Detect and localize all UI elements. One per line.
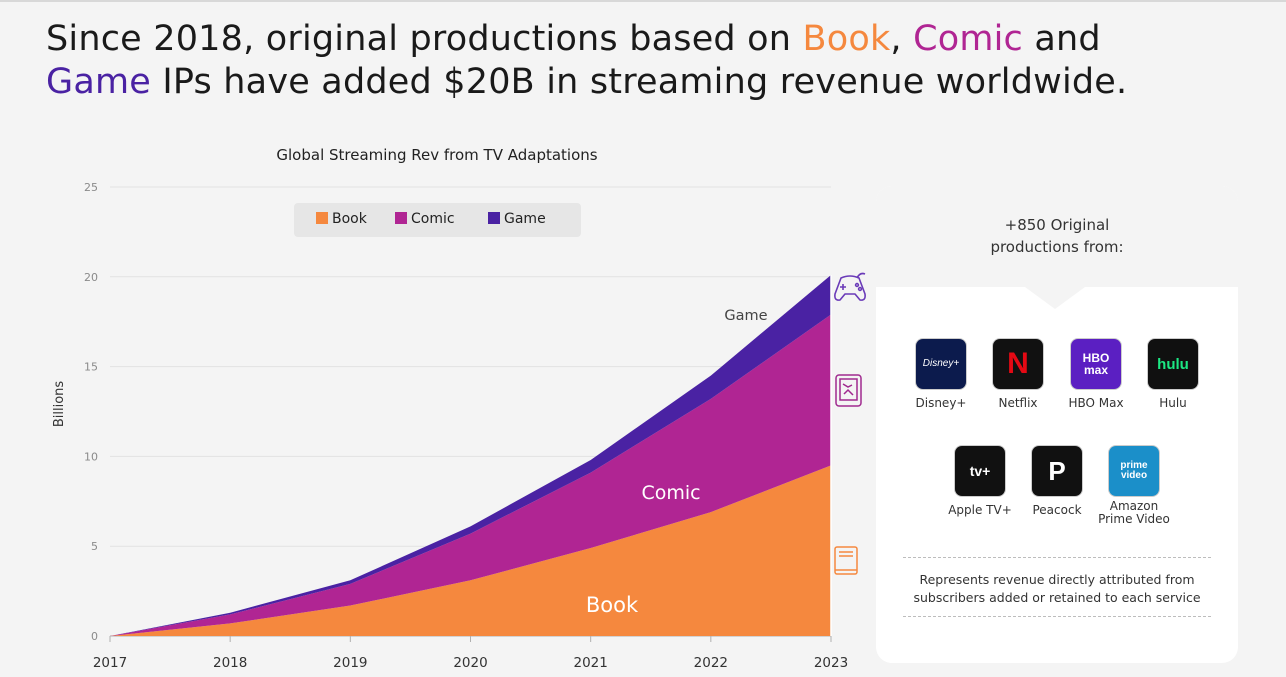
y-tick-label: 25 (84, 181, 98, 194)
book-lines (835, 551, 857, 571)
legend-label-book: Book (332, 211, 368, 227)
gamepad-body (834, 275, 866, 301)
service-name: Netflix (998, 396, 1038, 410)
y-tick-label: 20 (84, 271, 98, 284)
hulu-logo-icon: hulu (1148, 339, 1198, 389)
legend-box (294, 203, 581, 237)
legend-label-game: Game (504, 211, 546, 227)
disney-plus-logo-icon: Disney+ (916, 339, 966, 389)
area-label-comic: Comic (641, 482, 700, 504)
page-headline: Since 2018, original productions based o… (46, 18, 1266, 104)
headline-text-2: , (890, 19, 914, 59)
area-comic (110, 314, 831, 636)
gamepad-button (854, 282, 860, 288)
stacked-area-chart: Global Streaming Rev from TV Adaptations… (52, 146, 866, 671)
gamepad-cable (856, 272, 866, 279)
comic-panel-lines (842, 383, 854, 396)
card-footnote-line-1: Represents revenue directly attributed f… (919, 572, 1195, 587)
services-card: +850 Original productions from: Disney+ D… (876, 186, 1238, 663)
service-name-line-2: Prime Video (1098, 512, 1170, 526)
legend-swatch-comic (395, 212, 407, 224)
legend-label-comic: Comic (411, 211, 455, 227)
book-cover (834, 546, 858, 575)
netflix-logo-icon: N (993, 339, 1043, 389)
card-divider-bottom (903, 616, 1211, 617)
y-axis-title: Billions (52, 381, 67, 428)
y-tick-label: 5 (91, 540, 98, 553)
peacock-logo-icon: P (1032, 446, 1082, 496)
headline-book: Book (802, 19, 891, 59)
x-tick-label: 2020 (453, 655, 487, 671)
service-hbo-max: HBO max HBO Max (1051, 339, 1141, 410)
x-tick-label: 2019 (333, 655, 367, 671)
headline-text-3: and (1023, 19, 1101, 59)
tablet-screen (839, 378, 858, 401)
service-peacock: P Peacock (1012, 446, 1102, 517)
service-name: Amazon Prime Video (1089, 500, 1179, 526)
card-title-line-1: +850 Original (1004, 216, 1110, 234)
x-tick-label: 2022 (694, 655, 728, 671)
chart-title: Global Streaming Rev from TV Adaptations (276, 146, 597, 164)
service-disney-plus: Disney+ Disney+ (896, 339, 986, 410)
card-header (876, 186, 1238, 287)
headline-text-1: Since 2018, original productions based o… (46, 19, 803, 59)
top-divider (0, 0, 1286, 2)
card-divider-top (903, 557, 1211, 558)
headline-comic: Comic (913, 19, 1023, 59)
service-apple-tv: tv+ Apple TV+ (935, 446, 1025, 517)
card-header-pointer (1025, 287, 1085, 309)
service-name-line-1: Amazon (1109, 499, 1159, 513)
area-label-game: Game (724, 308, 767, 324)
service-hulu: hulu Hulu (1128, 339, 1218, 410)
prime-video-logo-icon: prime video (1109, 446, 1159, 496)
area-label-book: Book (586, 593, 639, 617)
y-tick-label: 0 (91, 630, 98, 643)
x-tick-label: 2023 (814, 655, 848, 671)
x-tick-label: 2018 (213, 655, 247, 671)
service-name: Peacock (1032, 503, 1082, 517)
apple-tv-logo-icon: tv+ (955, 446, 1005, 496)
legend-swatch-game (488, 212, 500, 224)
y-tick-label: 10 (84, 450, 98, 463)
service-prime-video: prime video Amazon Prime Video (1089, 446, 1179, 526)
chart-legend: Book Comic Game (294, 203, 581, 237)
card-title-line-2: productions from: (990, 238, 1124, 256)
y-tick-label: 15 (84, 361, 98, 374)
x-tick-label: 2021 (573, 655, 607, 671)
x-tick-label: 2017 (93, 655, 127, 671)
gamepad-icon (834, 272, 866, 301)
tablet-frame (835, 374, 862, 407)
legend-swatch-book (316, 212, 328, 224)
service-name: Apple TV+ (948, 503, 1012, 517)
service-name: Hulu (1159, 396, 1187, 410)
card-title: +850 Original productions from: (876, 214, 1238, 258)
service-netflix: N Netflix (973, 339, 1063, 410)
tablet-comic-icon (835, 374, 862, 407)
headline-text-4: IPs have added $20B in streaming revenue… (151, 62, 1128, 102)
card-footnote-line-2: subscribers added or retained to each se… (913, 590, 1201, 605)
gamepad-button (857, 286, 863, 292)
headline-game: Game (46, 62, 151, 102)
gamepad-dpad (840, 284, 846, 290)
service-name: Disney+ (915, 396, 967, 410)
book-icon (834, 546, 858, 575)
hbo-max-logo-icon: HBO max (1071, 339, 1121, 389)
card-footnote: Represents revenue directly attributed f… (876, 571, 1238, 607)
area-book (110, 465, 831, 636)
service-name: HBO Max (1068, 396, 1124, 410)
